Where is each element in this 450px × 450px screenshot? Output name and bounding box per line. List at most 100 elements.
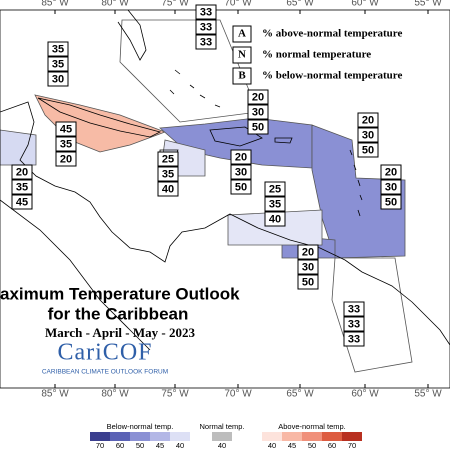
prob-value: 30 <box>235 166 247 178</box>
key-box <box>232 67 252 85</box>
prob-cell <box>247 104 269 120</box>
prob-value: 30 <box>252 106 264 118</box>
key-box <box>232 25 252 43</box>
prob-cell <box>157 151 179 167</box>
pacific-coast <box>0 199 151 351</box>
prob-cell <box>55 121 77 137</box>
prob-cell <box>11 194 33 210</box>
prob-value: 50 <box>252 121 264 133</box>
longitude-label: 55° W <box>414 389 442 400</box>
colorbar-tick: 60 <box>328 441 336 450</box>
prob-cell <box>47 71 69 87</box>
longitude-label: 55° W <box>414 0 442 9</box>
prob-cell <box>230 164 252 180</box>
longitude-label: 85° W <box>41 389 69 400</box>
prob-value: 33 <box>348 333 360 345</box>
prob-cell <box>357 112 379 128</box>
prob-cell <box>297 259 319 275</box>
prob-cell <box>380 179 402 195</box>
prob-cell <box>357 142 379 158</box>
key-text: % normal temperature <box>262 49 371 61</box>
prob-value: 33 <box>200 36 212 48</box>
key-text: % above-normal temperature <box>262 28 402 40</box>
colorbar-tick: 50 <box>308 441 316 450</box>
colorbar-tick: 45 <box>156 441 164 450</box>
prob-value: 33 <box>200 6 212 18</box>
longitude-label: 70° W <box>224 0 252 9</box>
prob-cell <box>47 56 69 72</box>
prob-value: 50 <box>302 276 314 288</box>
prob-cell <box>247 89 269 105</box>
prob-value: 50 <box>235 181 247 193</box>
colorbar-swatch <box>130 432 150 441</box>
prob-value: 40 <box>269 213 281 225</box>
colorbar-swatch <box>302 432 322 441</box>
longitude-label: 70° W <box>224 389 252 400</box>
period: March - April - May - 2023 <box>45 325 195 340</box>
colorbar-tick: 70 <box>96 441 104 450</box>
title: aximum Temperature Outlook <box>0 284 240 303</box>
key-letter: B <box>238 70 246 82</box>
prob-value: 50 <box>385 196 397 208</box>
florida <box>117 9 147 61</box>
longitude-label: 65° W <box>286 0 314 9</box>
puerto-rico <box>274 137 293 144</box>
region-above <box>34 94 167 153</box>
prob-value: 20 <box>16 166 28 178</box>
map-shading <box>0 19 413 373</box>
prob-value: 30 <box>52 73 64 85</box>
colorbar-label: Normal temp. <box>199 422 244 431</box>
prob-value: 40 <box>162 183 174 195</box>
region-below <box>311 124 406 259</box>
longitude-label: 65° W <box>286 389 314 400</box>
map-frame <box>0 9 450 389</box>
colorbar-swatch <box>170 432 190 441</box>
prob-value: 25 <box>162 153 174 165</box>
prob-cell <box>264 211 286 227</box>
prob-value: 20 <box>60 153 72 165</box>
prob-cell <box>195 4 217 20</box>
prob-cell <box>157 181 179 197</box>
colorbar-swatch <box>90 432 110 441</box>
longitude-label: 85° W <box>41 0 69 9</box>
colorbar-tick: 70 <box>348 441 356 450</box>
prob-value: 33 <box>348 303 360 315</box>
prob-cell <box>11 164 33 180</box>
prob-cell <box>343 331 365 347</box>
logo-tagline: CARIBBEAN CLIMATE OUTLOOK FORUM <box>42 369 168 376</box>
colorbar-swatch <box>322 432 342 441</box>
prob-value: 25 <box>269 183 281 195</box>
prob-value: 35 <box>269 198 281 210</box>
prob-value: 45 <box>60 123 72 135</box>
region-light <box>0 129 37 166</box>
longitude-label: 80° W <box>101 389 129 400</box>
prob-cell <box>47 41 69 57</box>
prob-value: 30 <box>302 261 314 273</box>
prob-cell <box>297 244 319 260</box>
prob-value: 30 <box>385 181 397 193</box>
colorbar-swatch <box>212 432 232 441</box>
colorbar-tick: 40 <box>268 441 276 450</box>
prob-value: 35 <box>162 168 174 180</box>
colorbar-tick: 40 <box>176 441 184 450</box>
prob-cell <box>230 149 252 165</box>
prob-value: 20 <box>235 151 247 163</box>
logo: CariCOF <box>57 340 152 366</box>
longitude-label: 75° W <box>161 0 189 9</box>
colorbar-tick: 60 <box>116 441 124 450</box>
prob-cell <box>264 196 286 212</box>
prob-value: 35 <box>52 58 64 70</box>
colorbar-label: Above-normal temp. <box>278 422 346 431</box>
prob-cell <box>343 316 365 332</box>
key-box <box>232 46 252 64</box>
cuba <box>37 97 162 138</box>
longitude-label: 80° W <box>101 0 129 9</box>
prob-value: 20 <box>252 91 264 103</box>
prob-value: 20 <box>362 114 374 126</box>
prob-value: 35 <box>52 43 64 55</box>
prob-value: 45 <box>16 196 28 208</box>
prob-value: 33 <box>348 318 360 330</box>
hispaniola <box>209 126 263 147</box>
prob-cell <box>297 274 319 290</box>
prob-cell <box>247 119 269 135</box>
